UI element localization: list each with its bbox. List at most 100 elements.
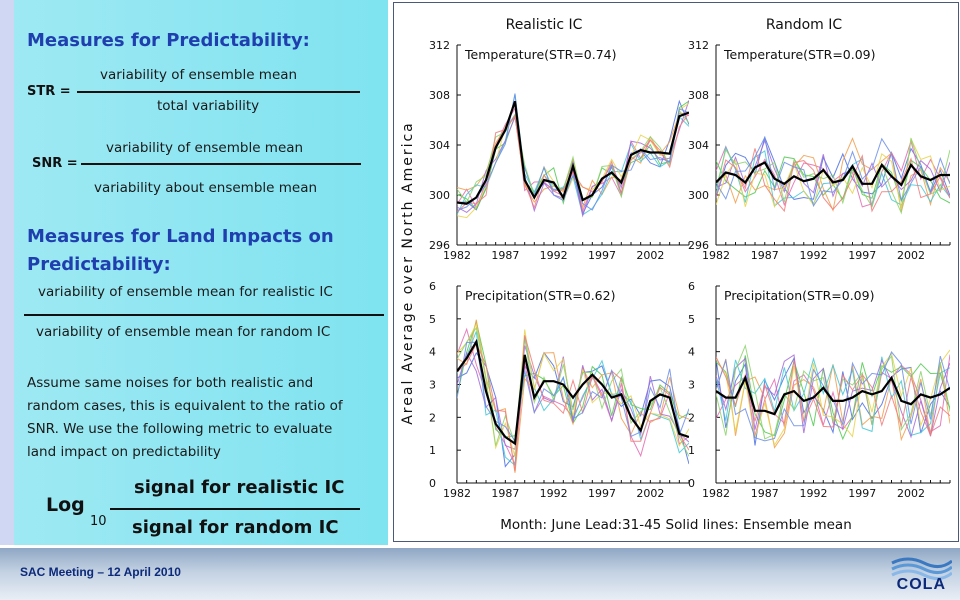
y-tick-label: 312 — [429, 39, 450, 52]
snr-label: SNR = — [32, 156, 78, 171]
left-stripe — [0, 0, 14, 545]
ensemble-member-line — [457, 112, 689, 213]
y-tick-label: 308 — [429, 89, 450, 102]
log-label: Log — [46, 494, 85, 516]
panel-title: Precipitation(STR=0.09) — [724, 288, 874, 303]
land-impact-heading-line2: Predictability: — [27, 254, 171, 275]
paragraph-line-2: random cases, this is equivalent to the … — [27, 398, 343, 414]
log-denominator: signal for random IC — [132, 517, 339, 538]
x-tick-label: 1997 — [848, 249, 876, 262]
x-tick-label: 2002 — [636, 487, 664, 500]
str-fraction-bar — [77, 91, 360, 93]
x-tick-label: 1987 — [491, 249, 519, 262]
x-tick-label: 1992 — [540, 487, 568, 500]
y-tick-label: 6 — [429, 280, 436, 293]
ensemble-member-line — [457, 93, 689, 211]
ensemble-member-line — [716, 354, 950, 439]
panel-title: Temperature(STR=0.74) — [464, 47, 617, 62]
y-tick-label: 4 — [688, 346, 695, 359]
x-tick-label: 1982 — [443, 487, 471, 500]
y-tick-label: 296 — [688, 239, 709, 252]
y-tick-label: 2 — [688, 411, 695, 424]
ensemble-mean-line — [716, 161, 950, 187]
x-tick-label: 1997 — [848, 487, 876, 500]
land-numerator: variability of ensemble mean for realist… — [38, 284, 333, 300]
ensemble-member-line — [457, 326, 689, 457]
land-impact-heading-line1: Measures for Land Impacts on — [27, 226, 334, 247]
x-tick-label: 1987 — [491, 487, 519, 500]
y-tick-label: 3 — [688, 379, 695, 392]
ensemble-member-line — [716, 355, 950, 441]
ensemble-member-line — [716, 356, 950, 446]
x-tick-label: 2002 — [897, 249, 925, 262]
log-base: 10 — [90, 514, 107, 529]
panel-title: Temperature(STR=0.09) — [723, 47, 876, 62]
x-tick-label: 2002 — [636, 249, 664, 262]
y-tick-label: 304 — [429, 139, 450, 152]
y-tick-label: 300 — [429, 189, 450, 202]
y-tick-label: 1 — [429, 444, 436, 457]
predictability-heading: Measures for Predictability: — [27, 30, 310, 51]
y-tick-label: 5 — [429, 313, 436, 326]
land-denominator: variability of ensemble mean for random … — [36, 324, 331, 340]
x-tick-label: 1987 — [751, 249, 779, 262]
land-fraction-bar — [24, 314, 384, 316]
x-tick-label: 1992 — [540, 249, 568, 262]
snr-fraction-bar — [81, 163, 361, 165]
paragraph-line-4: land impact on predictability — [27, 444, 221, 460]
paragraph-line-3: SNR. We use the following metric to eval… — [27, 421, 333, 437]
y-tick-label: 296 — [429, 239, 450, 252]
left-text-panel — [0, 0, 388, 545]
x-tick-label: 1982 — [702, 249, 730, 262]
y-tick-label: 4 — [429, 346, 436, 359]
snr-denominator: variability about ensemble mean — [94, 180, 318, 196]
paragraph-line-1: Assume same noises for both realistic an… — [27, 375, 314, 391]
log-numerator: signal for realistic IC — [134, 477, 345, 498]
ensemble-member-line — [457, 109, 689, 204]
x-tick-label: 1997 — [588, 487, 616, 500]
ensemble-member-line — [716, 148, 950, 213]
ensemble-member-line — [457, 345, 689, 451]
ensemble-member-line — [716, 137, 950, 213]
y-tick-label: 0 — [429, 477, 436, 490]
y-tick-label: 2 — [429, 411, 436, 424]
ensemble-mean-line — [716, 374, 950, 416]
y-tick-label: 0 — [688, 477, 695, 490]
ensemble-member-line — [716, 344, 950, 440]
x-tick-label: 1997 — [588, 249, 616, 262]
cola-logo-text: COLA — [896, 576, 946, 593]
str-numerator: variability of ensemble mean — [100, 67, 298, 83]
footer-bar — [0, 548, 960, 600]
x-tick-label: 1992 — [800, 249, 828, 262]
figure-caption: Month: June Lead:31-45 Solid lines: Ense… — [500, 517, 852, 533]
column-title-realistic: Realistic IC — [506, 17, 583, 33]
y-tick-label: 6 — [688, 280, 695, 293]
x-tick-label: 1992 — [800, 487, 828, 500]
x-tick-label: 1982 — [443, 249, 471, 262]
str-denominator: total variability — [157, 98, 260, 114]
y-tick-label: 308 — [688, 89, 709, 102]
y-tick-label: 5 — [688, 313, 695, 326]
footer-meeting-text: SAC Meeting – 12 April 2010 — [20, 565, 181, 579]
y-tick-label: 312 — [688, 39, 709, 52]
panel-title: Precipitation(STR=0.62) — [465, 288, 615, 303]
chart-figure: Realistic IC Random IC Areal Average over … — [393, 2, 959, 542]
cola-logo-waves — [891, 557, 952, 580]
log-fraction-bar — [110, 508, 360, 510]
x-tick-label: 1987 — [751, 487, 779, 500]
chart-svg: Realistic IC Random IC Areal Average over … — [400, 17, 951, 533]
ensemble-mean-line — [457, 338, 689, 446]
ensemble-member-line — [716, 135, 950, 208]
ensemble-mean-line — [457, 100, 689, 205]
ensemble-member-line — [716, 138, 950, 215]
str-label: STR = — [27, 84, 71, 99]
y-tick-label: 300 — [688, 189, 709, 202]
y-tick-label: 304 — [688, 139, 709, 152]
column-title-random: Random IC — [766, 17, 843, 33]
x-tick-label: 2002 — [897, 487, 925, 500]
x-tick-label: 1982 — [702, 487, 730, 500]
snr-numerator: variability of ensemble mean — [106, 140, 304, 156]
ensemble-member-line — [716, 356, 950, 437]
y-tick-label: 3 — [429, 379, 436, 392]
y-axis-label: Areal Average over North America — [400, 121, 416, 425]
